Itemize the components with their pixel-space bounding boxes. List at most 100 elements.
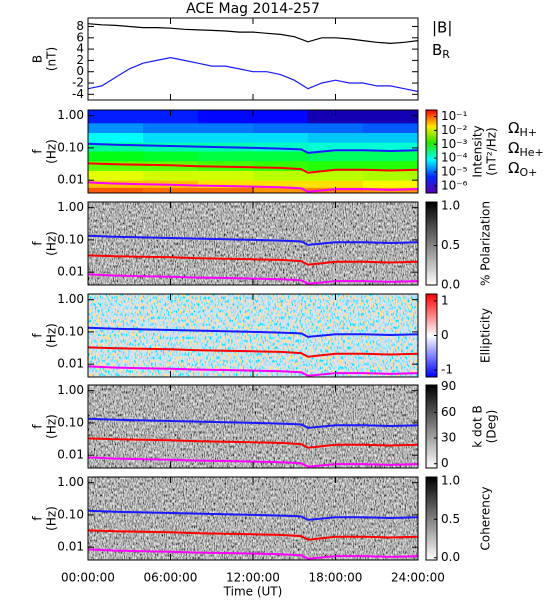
colorbar: [425, 384, 438, 469]
legend-entry: ΩHe+: [508, 139, 544, 160]
colorbar: [425, 201, 438, 286]
spectrogram-cell: [363, 151, 418, 162]
plot-area: [88, 110, 418, 193]
spectrogram-cell: [253, 180, 309, 188]
y-axis-unit: (Hz): [45, 506, 59, 531]
gyrofrequency-line: [88, 162, 418, 174]
y-tick-label: 1.00: [57, 108, 84, 122]
colorbar: [425, 476, 438, 561]
gyrofrequency-line: [88, 181, 418, 193]
colorbar-tick-label: 30: [441, 431, 456, 445]
spectrogram-cell: [198, 187, 254, 193]
spectrogram-cell: [308, 170, 364, 181]
spectrogram-cell: [363, 160, 418, 171]
y-tick-label: 0.10: [57, 324, 84, 338]
spectrogram-cell: [253, 187, 309, 193]
line-series: [88, 56, 418, 93]
spectrogram-cell: [363, 132, 418, 143]
y-tick-label: 0.01: [57, 357, 84, 371]
spectrogram-cell: [88, 160, 144, 171]
x-axis-label: Time (UT): [223, 585, 283, 599]
spectrogram-cell: [88, 151, 144, 162]
y-tick-label: 0.01: [57, 173, 84, 187]
y-tick-label: -2: [72, 76, 84, 90]
colorbar: [425, 109, 438, 194]
gyrofrequency-line: [88, 142, 418, 154]
spectrogram-cell: [88, 170, 144, 181]
y-tick-label: 0: [76, 64, 84, 78]
y-tick-label: 0.10: [57, 140, 84, 154]
y-tick-label: 0.01: [57, 448, 84, 462]
spectrogram-cell: [253, 142, 309, 152]
y-tick-label: 1.00: [57, 383, 84, 397]
gyrofrequency-line: [88, 326, 418, 338]
spectrogram-cell: [363, 180, 418, 188]
spectrogram-cell: [198, 110, 254, 124]
spectrogram-cell: [308, 151, 364, 162]
colorbar-label: Coherency: [479, 486, 493, 550]
y-axis-unit: (Hz): [45, 323, 59, 348]
y-axis-label: f: [31, 333, 45, 338]
x-tick-label: 00:00:00: [61, 571, 115, 585]
spectrogram-cell: [198, 151, 254, 162]
gyrofrequency-line: [88, 456, 418, 468]
spectrogram-cell: [308, 132, 364, 143]
texture: [88, 202, 418, 285]
spectrogram-cell: [253, 110, 309, 124]
colorbar-tick-label: 10⁻⁴: [441, 151, 468, 165]
spectrogram-cell: [308, 160, 364, 171]
spectrogram-cell: [253, 170, 309, 181]
spectrogram-cell: [363, 110, 418, 124]
spectrogram-cell: [253, 122, 309, 134]
gyrofrequency-line: [88, 437, 418, 449]
spectrogram-cell: [363, 122, 418, 134]
colorbar-tick-label: 1.0: [441, 473, 460, 487]
spectrogram-cell: [88, 110, 144, 124]
spectrogram-cell: [143, 151, 199, 162]
gyrofrequency-line: [88, 529, 418, 541]
y-tick-label: 0.10: [57, 232, 84, 246]
gyrofrequency-line: [88, 234, 418, 246]
y-axis-label: f: [31, 149, 45, 154]
colorbar-tick-label: 90: [441, 379, 456, 393]
y-tick-label: 4: [76, 42, 84, 56]
gyrofrequency-line: [88, 273, 418, 285]
chart-title: ACE Mag 2014-257: [186, 1, 320, 17]
y-tick-label: 6: [76, 30, 84, 44]
y-tick-label: 1.00: [57, 292, 84, 306]
colorbar-label: Intensity: [471, 125, 485, 177]
texture: [88, 294, 418, 377]
spectrogram-cell: [143, 110, 199, 124]
plot-area: [88, 23, 418, 93]
colorbar-label: Ellipticity: [479, 308, 493, 363]
y-axis-unit: (nT): [45, 47, 59, 71]
colorbar-tick-label: 10⁻³: [441, 137, 468, 151]
spectrogram-cell: [88, 142, 144, 152]
y-axis-label: f: [31, 241, 45, 246]
gyrofrequency-line: [88, 346, 418, 358]
colorbar-tick-label: 1.0: [441, 198, 460, 212]
x-tick-label: 06:00:00: [144, 571, 198, 585]
spectrogram-cell: [88, 132, 144, 143]
spectrogram-cell: [143, 122, 199, 134]
y-axis-unit: (Hz): [45, 139, 59, 164]
colorbar-tick-label: -1: [441, 363, 453, 377]
y-tick-label: 0.10: [57, 415, 84, 429]
y-tick-label: 1.00: [57, 200, 84, 214]
y-tick-label: 8: [76, 19, 84, 33]
y-tick-label: 0.01: [57, 540, 84, 554]
colorbar-tick-label: 1: [441, 293, 449, 307]
colorbar-tick-label: 10⁻¹: [441, 109, 468, 123]
spectrogram-cell: [198, 122, 254, 134]
y-tick-label: 1.00: [57, 475, 84, 489]
spectrogram-cell: [253, 151, 309, 162]
gyrofrequency-line: [88, 254, 418, 266]
spectrogram-cell: [308, 122, 364, 134]
spectrogram-cell: [363, 170, 418, 181]
spectrogram-cell: [308, 142, 364, 152]
colorbar-tick-label: 10⁻⁵: [441, 164, 468, 178]
y-tick-label: 0.10: [57, 507, 84, 521]
y-axis-label: B: [31, 55, 45, 63]
colorbar-tick-label: 60: [441, 405, 456, 419]
